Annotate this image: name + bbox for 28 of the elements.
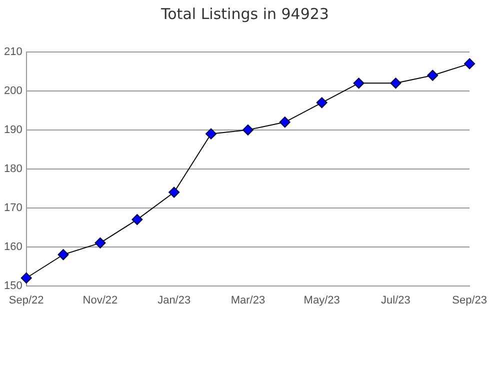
point (316, 97, 328, 108)
y-tick-label: 180 (4, 162, 22, 175)
y-tick-label: 160 (4, 240, 22, 253)
y-tick-label: 200 (4, 85, 22, 97)
x-tick-label: Mar/23 (230, 294, 266, 306)
point (427, 70, 438, 81)
point (279, 116, 290, 128)
point (464, 58, 476, 70)
point (206, 128, 217, 140)
point (20, 272, 32, 284)
x-tick-label: Sep/22 (8, 294, 44, 306)
x-tick-label: Jan/23 (158, 294, 191, 306)
y-tick-label: 190 (4, 124, 22, 136)
x-tick-label: May/23 (304, 294, 340, 306)
y-tick-label: 150 (4, 280, 22, 292)
point (168, 186, 180, 198)
point (353, 78, 364, 89)
x-tick-label: Sep/23 (452, 294, 488, 306)
point (58, 249, 69, 260)
x-tick-label: Nov/22 (82, 294, 118, 306)
point (94, 237, 106, 248)
x-tick-label: Jul/23 (381, 294, 410, 306)
chart-title: Total Listings in 94923 (160, 5, 330, 23)
point (390, 78, 402, 89)
point (242, 124, 254, 136)
y-tick-label: 170 (4, 202, 22, 214)
y-tick-label: 210 (4, 46, 22, 58)
point (132, 214, 143, 226)
